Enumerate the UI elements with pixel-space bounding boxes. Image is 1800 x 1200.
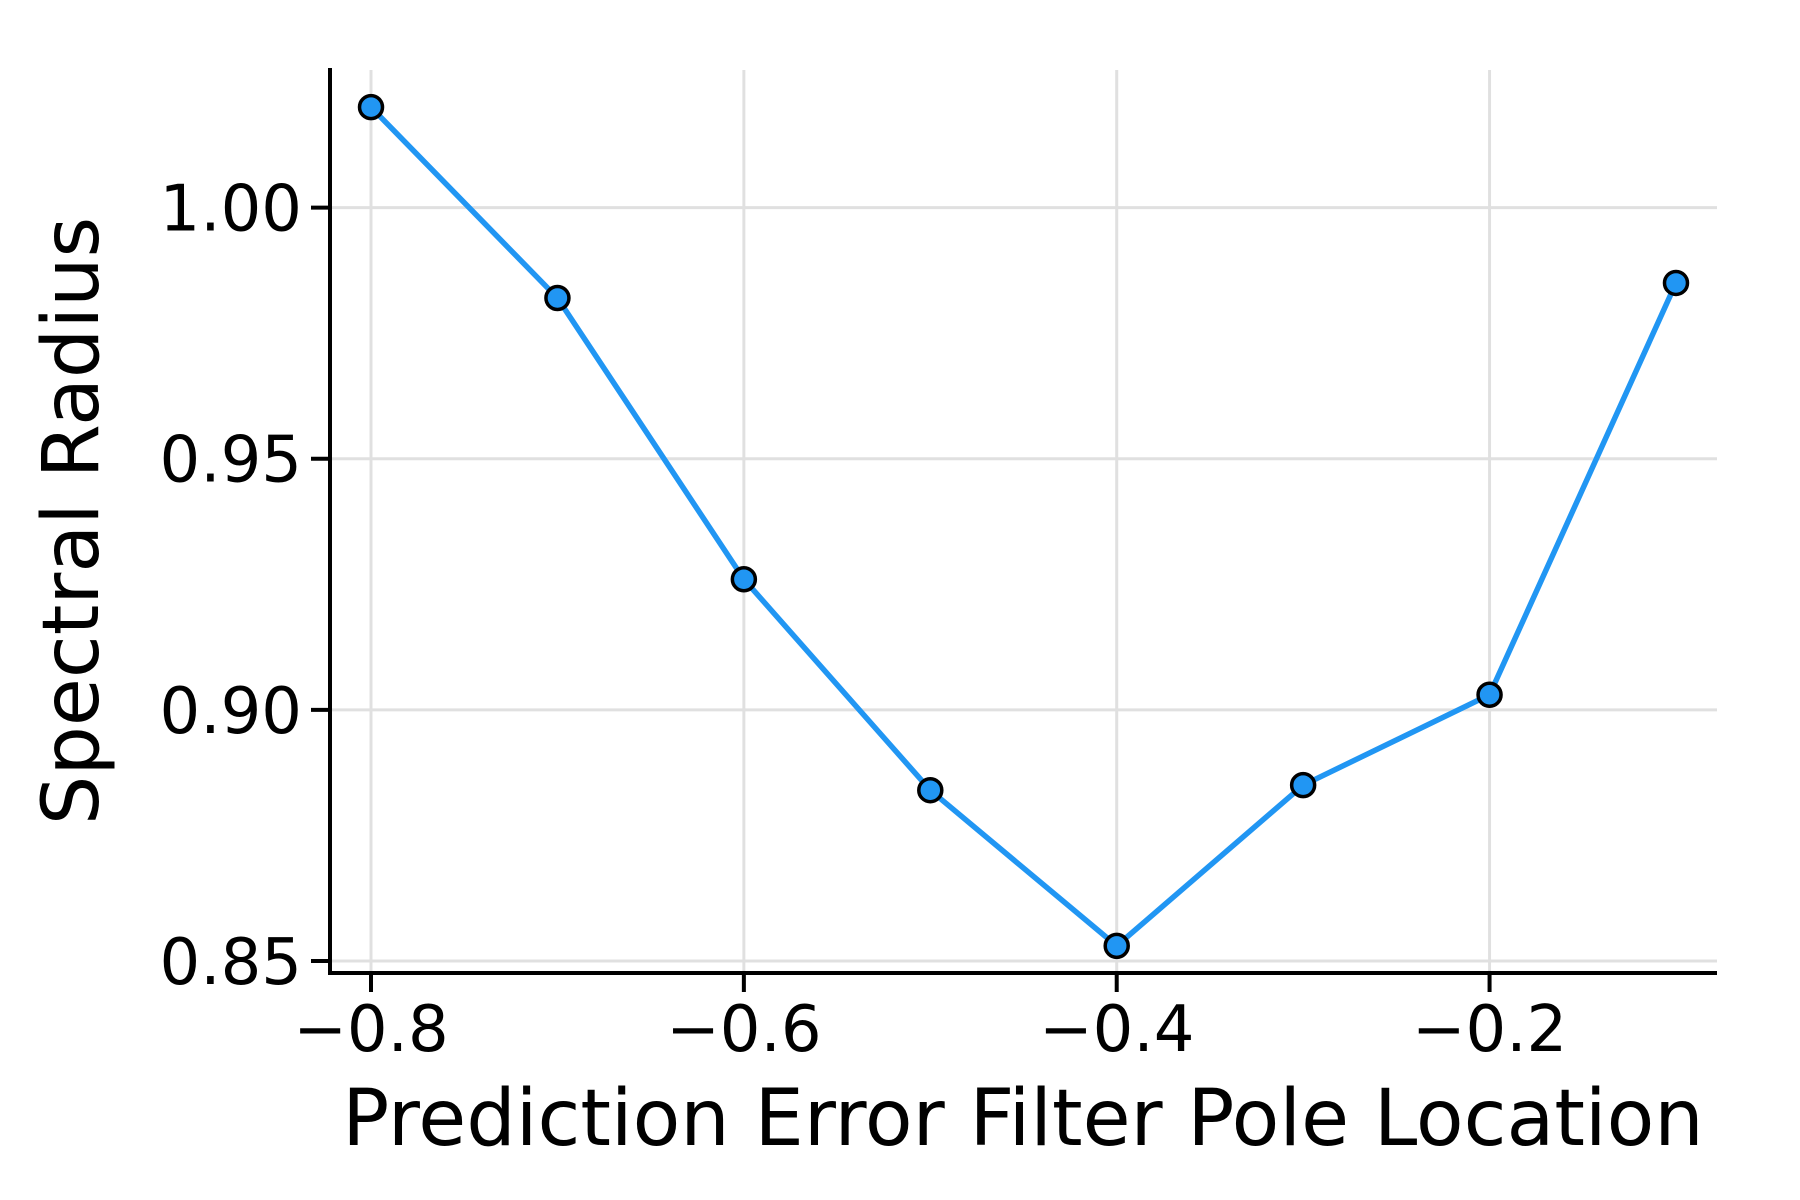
x-axis-label: Prediction Error Filter Pole Location: [342, 1074, 1704, 1164]
data-point-marker: [1289, 771, 1317, 799]
x-tick-label: −0.2: [1412, 993, 1567, 1067]
data-point-marker: [357, 93, 385, 121]
y-tick-label: 0.90: [160, 675, 303, 749]
y-tick-labels: 0.85 0.90 0.95 1.00: [160, 173, 303, 1000]
data-point-marker: [544, 284, 571, 312]
x-tick-label: −0.8: [293, 993, 448, 1067]
y-tick-label: 1.00: [160, 173, 303, 247]
y-tick-label: 0.95: [160, 424, 303, 498]
data-point-marker: [1103, 932, 1130, 960]
axis-ticks: [311, 205, 1492, 992]
data-point-marker: [730, 566, 758, 593]
data-point-marker: [917, 776, 944, 804]
data-point-marker: [1662, 269, 1690, 297]
grid-lines: [330, 70, 1717, 973]
data-series: [357, 93, 1690, 960]
data-point-marker: [1476, 681, 1503, 709]
x-tick-labels: −0.8 −0.6 −0.4 −0.2: [293, 993, 1567, 1067]
series-polyline: [368, 104, 1679, 949]
axis-spines: [328, 68, 1717, 975]
y-axis-label: Spectral Radius: [27, 217, 117, 825]
y-tick-label: 0.85: [160, 926, 303, 1000]
x-tick-label: −0.6: [666, 993, 821, 1067]
x-tick-label: −0.4: [1039, 993, 1194, 1067]
